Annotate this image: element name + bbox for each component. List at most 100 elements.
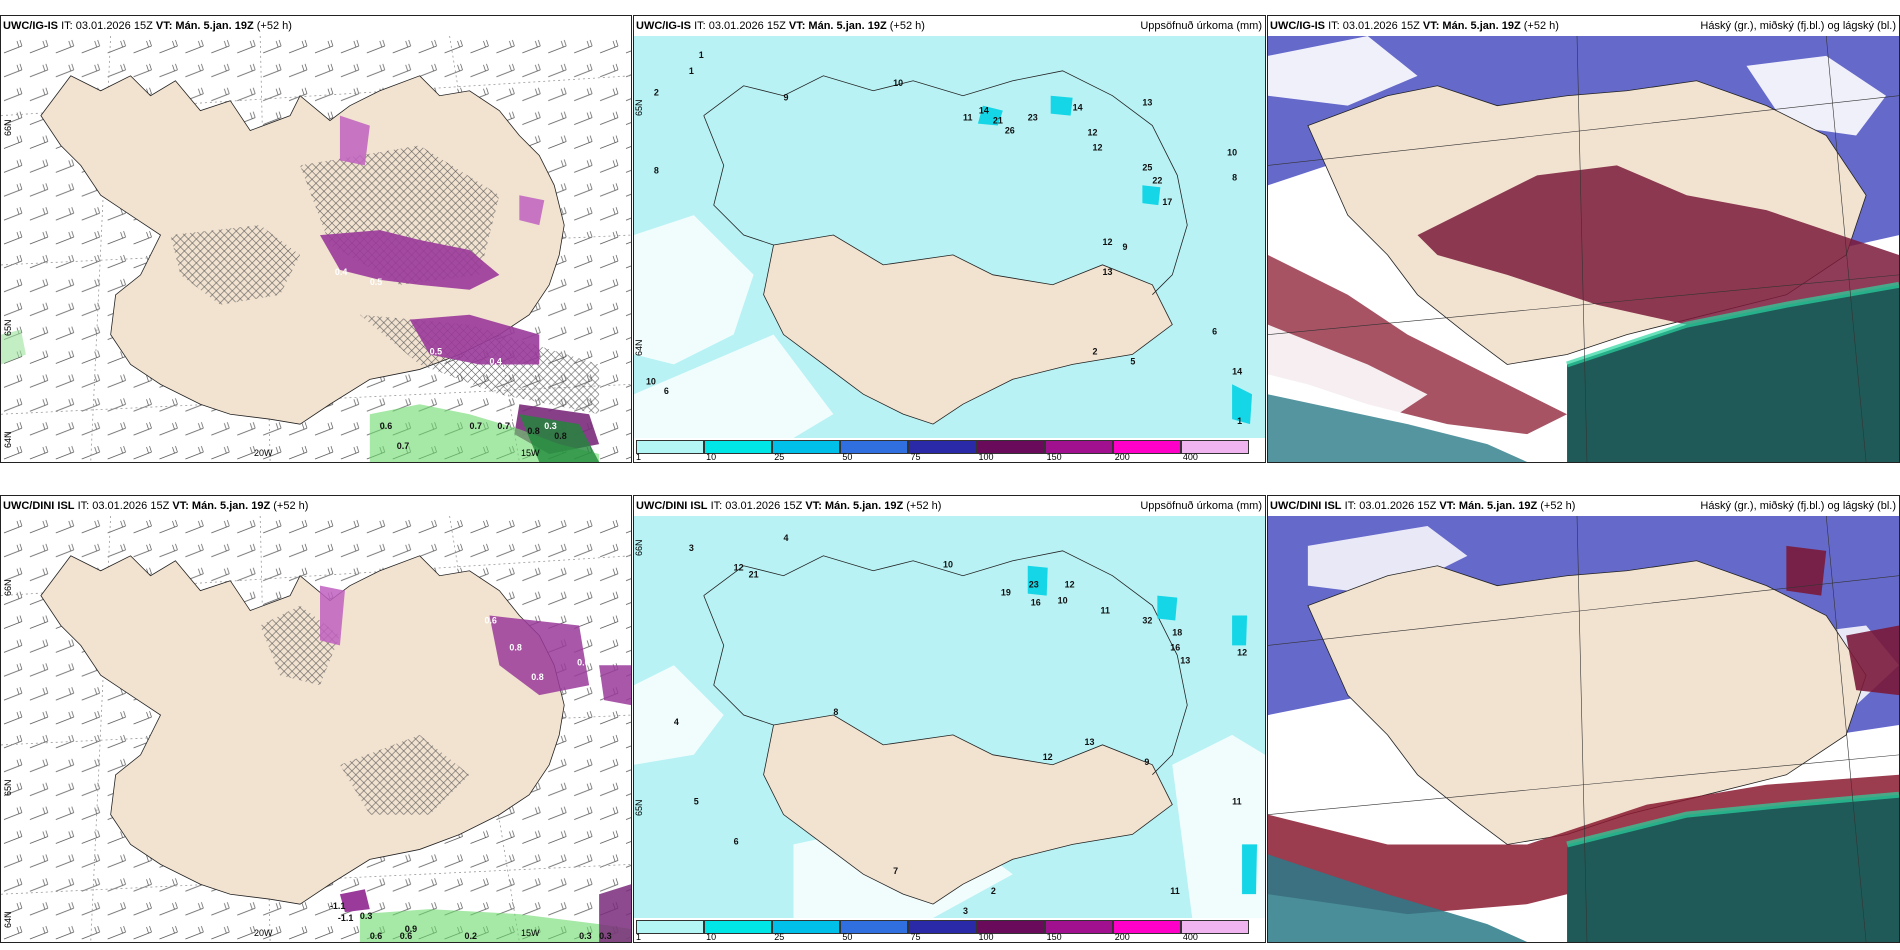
- svg-text:0.4: 0.4: [504, 406, 516, 416]
- colorbar-tick: 150: [1046, 452, 1062, 462]
- svg-text:0.3: 0.3: [599, 411, 611, 421]
- panel-header: UWC/DINI ISL IT: 03.01.2026 15Z VT: Mán.…: [1, 496, 631, 516]
- panel-header: UWC/DINI ISL IT: 03.01.2026 15Z VT: Mán.…: [1268, 496, 1899, 516]
- lat-label: 64N: [3, 911, 13, 928]
- colorbar-swatch: [908, 440, 977, 454]
- issue-time: IT: 03.01.2026 15Z: [1328, 20, 1420, 32]
- panel-header: UWC/IG-IS IT: 03.01.2026 15Z VT: Mán. 5.…: [634, 16, 1265, 36]
- svg-text:-1.1: -1.1: [338, 913, 353, 923]
- valid-time: VT: Mán. 5.jan. 19Z: [172, 500, 271, 512]
- map-area[interactable]: [1268, 516, 1899, 942]
- svg-text:0.6: 0.6: [484, 616, 496, 626]
- lon-label: 20W: [254, 928, 273, 938]
- svg-text:6: 6: [664, 386, 669, 396]
- colorbar-tick: 400: [1182, 932, 1198, 942]
- svg-text:2: 2: [1093, 346, 1098, 356]
- colorbar-tick: 10: [706, 932, 717, 942]
- map-area[interactable]: 1 1 2 8 10 6 9 10 11 14 21 26 23 14 12 1…: [634, 36, 1265, 438]
- map-area[interactable]: 0.6 0.8 0.8 0.6 -1.1 -1.1 0.3 0.9 0.6 0.…: [1, 516, 631, 942]
- svg-text:23: 23: [1029, 580, 1039, 590]
- colorbar-tick: 50: [842, 452, 853, 462]
- lat-label: 66N: [3, 119, 13, 136]
- colorbar-swatch: [636, 920, 705, 934]
- svg-text:0.2: 0.2: [465, 931, 477, 941]
- issue-time: IT: 03.01.2026 15Z: [61, 20, 153, 32]
- colorbar-tick: 1: [636, 452, 642, 462]
- colorbar-tick: 100: [978, 452, 994, 462]
- colorbar-swatch: [1044, 920, 1113, 934]
- panel-igis-precip: UWC/IG-IS IT: 03.01.2026 15Z VT: Mán. 5.…: [633, 15, 1266, 463]
- svg-text:5: 5: [694, 797, 699, 807]
- model-name: UWC/DINI ISL: [636, 500, 708, 512]
- svg-text:23: 23: [1028, 113, 1038, 123]
- svg-text:11: 11: [963, 113, 972, 123]
- svg-text:0.7: 0.7: [470, 421, 482, 431]
- lat-label: 64N: [3, 431, 13, 448]
- colorbar-tick: 10: [706, 452, 717, 462]
- colorbar-tick: 400: [1182, 452, 1198, 462]
- colorbar-swatch: [772, 920, 841, 934]
- svg-text:0.8: 0.8: [527, 426, 539, 436]
- svg-text:0.6: 0.6: [577, 657, 589, 667]
- svg-text:2: 2: [654, 88, 659, 98]
- lat-label: 65N: [634, 99, 644, 116]
- map-area[interactable]: [1268, 36, 1899, 462]
- svg-text:8: 8: [833, 707, 838, 717]
- svg-text:32: 32: [1142, 615, 1152, 625]
- svg-text:0.8: 0.8: [509, 642, 521, 652]
- colorbar: 1 10 25 50 75 100 150 200 400: [634, 438, 1265, 462]
- lat-label: 66N: [3, 579, 13, 596]
- colorbar-tick: 100: [978, 932, 994, 942]
- svg-text:1: 1: [699, 50, 704, 60]
- colorbar: 1 10 25 50 75 100 150 200 400: [634, 918, 1265, 942]
- lon-label: 20W: [254, 448, 273, 458]
- model-name: UWC/IG-IS: [1270, 20, 1325, 32]
- issue-time: IT: 03.01.2026 15Z: [77, 500, 170, 512]
- field-title: Uppsöfnuð úrkoma (mm): [1140, 20, 1262, 32]
- colorbar-swatch: [704, 920, 773, 934]
- svg-text:2: 2: [991, 886, 996, 896]
- svg-text:16: 16: [1170, 642, 1180, 652]
- model-name: UWC/IG-IS: [3, 20, 58, 32]
- svg-text:19: 19: [1001, 588, 1011, 598]
- svg-text:5: 5: [1130, 356, 1135, 366]
- colorbar-tick: 1: [636, 932, 642, 942]
- svg-text:9: 9: [784, 93, 789, 103]
- svg-text:13: 13: [1103, 267, 1113, 277]
- colorbar-tick: 200: [1114, 932, 1130, 942]
- colorbar-swatch: [908, 920, 977, 934]
- colorbar-swatch: [1044, 440, 1113, 454]
- model-name: UWC/IG-IS: [636, 20, 691, 32]
- svg-text:6: 6: [734, 836, 739, 846]
- panel-header: UWC/IG-IS IT: 03.01.2026 15Z VT: Mán. 5.…: [1268, 16, 1899, 36]
- svg-text:0.8: 0.8: [531, 672, 543, 682]
- svg-text:12: 12: [1103, 237, 1113, 247]
- svg-text:22: 22: [1152, 175, 1162, 185]
- issue-time: IT: 03.01.2026 15Z: [1344, 500, 1437, 512]
- svg-text:0.6: 0.6: [400, 931, 412, 941]
- svg-text:0.9: 0.9: [405, 924, 417, 934]
- svg-text:26: 26: [1005, 126, 1015, 136]
- svg-text:21: 21: [993, 116, 1003, 126]
- svg-text:-1.1: -1.1: [330, 901, 345, 911]
- lead-time: (+52 h): [889, 20, 925, 32]
- field-title: Uppsöfnuð úrkoma (mm): [1140, 500, 1262, 512]
- colorbar-swatch: [1180, 920, 1249, 934]
- panel-header: UWC/DINI ISL IT: 03.01.2026 15Z VT: Mán.…: [634, 496, 1265, 516]
- colorbar-tick: 25: [774, 932, 785, 942]
- svg-text:1: 1: [1237, 416, 1242, 426]
- svg-text:0.4: 0.4: [335, 267, 347, 277]
- svg-text:6: 6: [1212, 327, 1217, 337]
- field-title: Háský (gr.), miðský (fj.bl.) og lágský (…: [1700, 500, 1896, 512]
- map-area[interactable]: 0.4 0.5 0.5 0.4 0.4 0.3 0.3 0.6 0.7 0.7 …: [1, 36, 631, 462]
- svg-text:12: 12: [1093, 142, 1103, 152]
- svg-text:21: 21: [749, 570, 759, 580]
- map-area[interactable]: 3 12 21 4 10 19 23 16 12 10 11 32 18 16 …: [634, 516, 1265, 918]
- colorbar-swatch: [1180, 440, 1249, 454]
- svg-text:10: 10: [893, 78, 903, 88]
- svg-text:0.3: 0.3: [579, 931, 591, 941]
- svg-text:4: 4: [674, 717, 679, 727]
- colorbar-tick: 75: [910, 932, 921, 942]
- panel-dini-clouds: UWC/DINI ISL IT: 03.01.2026 15Z VT: Mán.…: [1267, 495, 1900, 943]
- panel-header: UWC/IG-IS IT: 03.01.2026 15Z VT: Mán. 5.…: [1, 16, 631, 36]
